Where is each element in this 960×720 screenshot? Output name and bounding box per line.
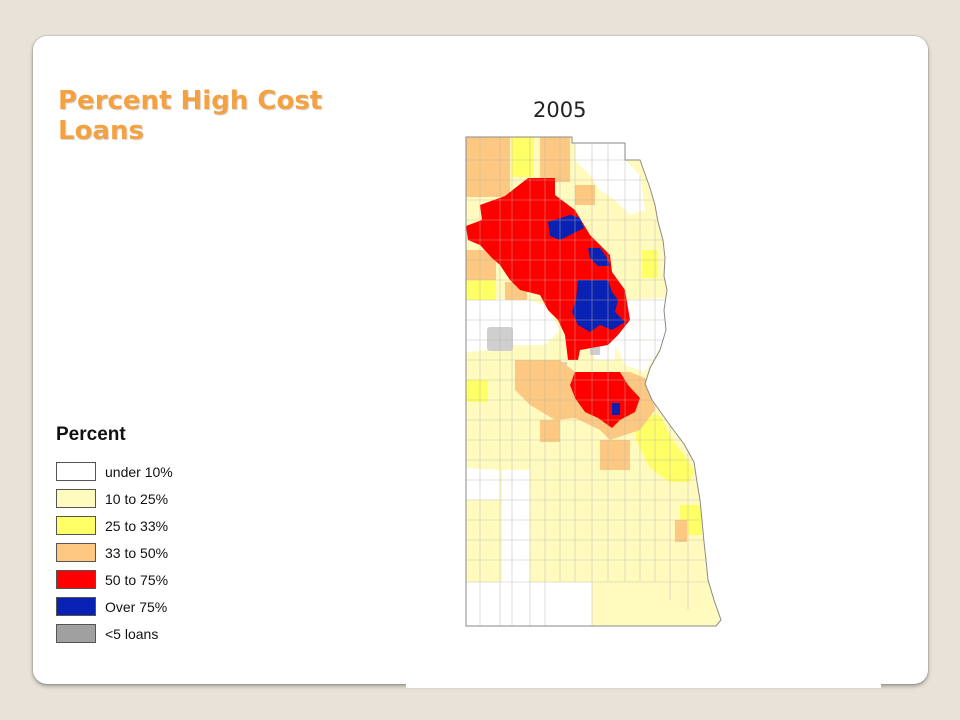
legend-item-50-to-75: 50 to 75% (56, 566, 256, 593)
legend-item-under-10: under 10% (56, 458, 256, 485)
legend-item-under-5-loans: <5 loans (56, 620, 256, 647)
legend-swatch (56, 543, 96, 562)
slide-title: Percent High Cost Loans (58, 86, 323, 146)
legend-swatch (56, 624, 96, 643)
legend-swatch (56, 462, 96, 481)
legend-item-33-to-50: 33 to 50% (56, 539, 256, 566)
legend-label: 10 to 25% (105, 490, 169, 507)
county-map-svg (465, 136, 722, 627)
legend-item-over-75: Over 75% (56, 593, 256, 620)
legend-label: 25 to 33% (105, 517, 169, 534)
legend-item-10-to-25: 10 to 25% (56, 485, 256, 512)
legend-item-25-to-33: 25 to 33% (56, 512, 256, 539)
legend-swatch (56, 516, 96, 535)
legend-swatch (56, 570, 96, 589)
map-year-label: 2005 (533, 98, 587, 122)
legend-title: Percent (56, 424, 126, 445)
legend-label: <5 loans (105, 625, 159, 642)
legend-swatch (56, 597, 96, 616)
legend-label: under 10% (105, 463, 173, 480)
legend-label: Over 75% (105, 598, 168, 615)
choropleth-map (406, 128, 881, 688)
map-regions (466, 137, 721, 626)
county-outline (465, 136, 722, 627)
legend-label: 33 to 50% (105, 544, 169, 561)
legend-label: 50 to 75% (105, 571, 169, 588)
map-legend: Percent under 10% 10 to 25% 25 to 33% 33… (56, 424, 256, 647)
legend-swatch (56, 489, 96, 508)
